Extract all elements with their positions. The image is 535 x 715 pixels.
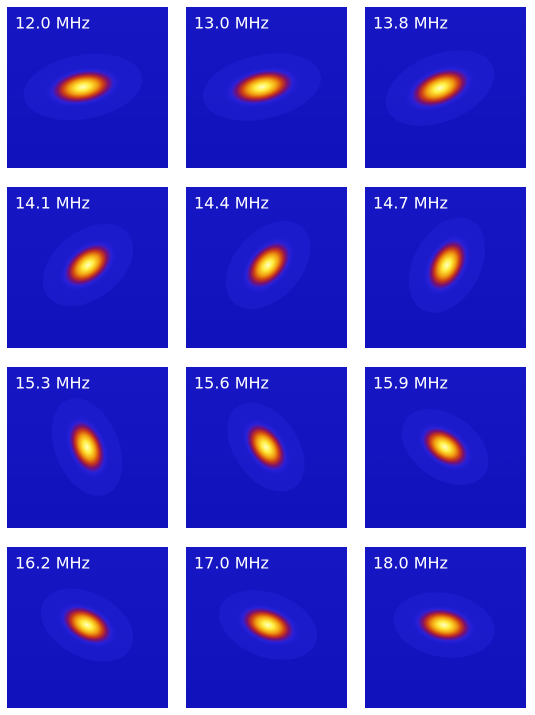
focal-spot	[422, 233, 472, 297]
panel: 17.0 MHz	[186, 547, 347, 708]
panel: 12.0 MHz	[7, 7, 168, 168]
panel-label: 18.0 MHz	[373, 554, 448, 573]
panel: 13.0 MHz	[186, 7, 347, 168]
panel: 15.9 MHz	[365, 367, 526, 528]
panel-label: 13.8 MHz	[373, 14, 448, 33]
focal-spot	[222, 65, 302, 109]
focal-spot	[43, 66, 123, 108]
focal-spot	[403, 63, 477, 113]
panel: 14.7 MHz	[365, 187, 526, 348]
focal-spot	[240, 417, 292, 477]
focal-spot	[64, 414, 110, 480]
focal-spot	[56, 601, 118, 649]
panel-label: 15.6 MHz	[194, 374, 269, 393]
panel-label: 15.3 MHz	[15, 374, 90, 393]
panel: 14.4 MHz	[186, 187, 347, 348]
panel-label: 15.9 MHz	[373, 374, 448, 393]
panel-label: 14.1 MHz	[15, 194, 90, 213]
panel: 14.1 MHz	[7, 187, 168, 348]
focal-spot	[410, 604, 478, 646]
focal-spot	[58, 238, 118, 292]
panel: 18.0 MHz	[365, 547, 526, 708]
panel-label: 17.0 MHz	[194, 554, 269, 573]
panel-label: 14.4 MHz	[194, 194, 269, 213]
panel: 16.2 MHz	[7, 547, 168, 708]
panel-label: 12.0 MHz	[15, 14, 90, 33]
panel: 15.3 MHz	[7, 367, 168, 528]
panel-label: 14.7 MHz	[373, 194, 448, 213]
panel: 13.8 MHz	[365, 7, 526, 168]
focal-spot	[240, 236, 296, 294]
focal-spot	[416, 422, 474, 472]
panel-label: 13.0 MHz	[194, 14, 269, 33]
focal-spot	[235, 602, 301, 648]
panel: 15.6 MHz	[186, 367, 347, 528]
panel-label: 16.2 MHz	[15, 554, 90, 573]
